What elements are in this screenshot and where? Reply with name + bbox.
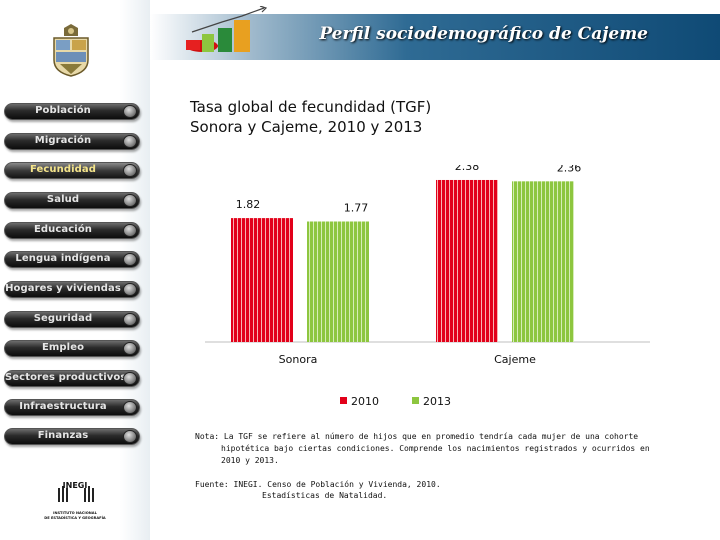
nav-label: Seguridad [33, 313, 93, 324]
nav-knob-icon [123, 283, 137, 296]
nav-label: Salud [46, 194, 80, 205]
nav-button-educacion[interactable]: Educación [4, 222, 140, 239]
inegi-logo: INEGI INSTITUTO NACIONAL DE ESTADÍSTICA … [44, 481, 106, 520]
nav-knob-icon [123, 194, 137, 207]
sonora-crest-icon [53, 24, 89, 77]
nav-label: Infraestructura [19, 401, 107, 412]
nav-button-hogares-viviendas[interactable]: Hogares y viviendas [4, 281, 140, 298]
chart-note: Nota: La TGF se refiere al número de hij… [195, 431, 715, 467]
bar-cajeme-2010 [436, 179, 498, 342]
nav-knob-icon [123, 313, 137, 326]
legend-swatch-2013 [412, 397, 419, 404]
nav-label: Población [35, 105, 91, 116]
nav-label: Educación [33, 224, 93, 235]
bar-sonora-2010 [231, 218, 293, 342]
nav-knob-icon [123, 401, 137, 414]
chart-title: Tasa global de fecundidad (TGF) Sonora y… [190, 97, 610, 137]
fertility-bar-chart: 1.82 1.77 2.38 2.36 Sonora Cajeme 2010 2013 [205, 165, 650, 408]
note-line-3: 2010 y 2013. [221, 456, 279, 465]
legend-swatch-2010 [340, 397, 347, 404]
bar-chart-logo-icon [186, 6, 268, 52]
chart-title-line-1: Tasa global de fecundidad (TGF) [190, 98, 432, 116]
source-line-2: Estadísticas de Natalidad. [262, 491, 388, 500]
nav-button-salud[interactable]: Salud [4, 192, 140, 209]
nav-knob-icon [123, 105, 137, 118]
legend-label-2013: 2013 [423, 395, 451, 408]
nav-label: Hogares y viviendas [5, 283, 121, 294]
nav-label: Empleo [41, 342, 85, 353]
inegi-logo-subtext-2: DE ESTADÍSTICA Y GEOGRAFÍA [44, 515, 106, 520]
data-label-cajeme-2013: 2.36 [557, 165, 582, 174]
nav-knob-icon [123, 164, 137, 177]
note-line-1: Nota: La TGF se refiere al número de hij… [195, 432, 639, 441]
inegi-logo-text: INEGI [63, 481, 88, 490]
header-title: Perfil sociodemográfico de Cajeme [319, 24, 648, 44]
category-label-sonora: Sonora [279, 353, 318, 366]
nav-button-seguridad[interactable]: Seguridad [4, 311, 140, 328]
data-label-sonora-2010: 1.82 [236, 198, 261, 211]
nav-label: Migración [34, 135, 92, 146]
chart-title-line-2: Sonora y Cajeme, 2010 y 2013 [190, 118, 423, 136]
nav-button-finanzas[interactable]: Finanzas [4, 428, 140, 445]
bar-cajeme-2013 [512, 181, 574, 342]
inegi-logo-subtext-1: INSTITUTO NACIONAL [53, 511, 97, 515]
nav-button-fecundidad[interactable]: Fecundidad [4, 162, 140, 179]
nav-button-sectores-productivos[interactable]: Sectores productivos [4, 370, 140, 387]
nav-knob-icon [123, 253, 137, 266]
category-label-cajeme: Cajeme [494, 353, 536, 366]
nav-knob-icon [123, 430, 137, 443]
data-label-cajeme-2010: 2.38 [455, 165, 480, 173]
nav-knob-icon [123, 135, 137, 148]
nav-knob-icon [123, 342, 137, 355]
nav-label: Fecundidad [29, 164, 97, 175]
nav-button-migracion[interactable]: Migración [4, 133, 140, 150]
nav-button-lengua-indigena[interactable]: Lengua indígena [4, 251, 140, 268]
nav-label: Sectores productivos [5, 372, 127, 383]
source-line-1: Fuente: INEGI. Censo de Población y Vivi… [195, 480, 441, 489]
chart-source: Fuente: INEGI. Censo de Población y Vivi… [195, 479, 715, 501]
nav-button-poblacion[interactable]: Población [4, 103, 140, 120]
nav-label: Lengua indígena [15, 253, 111, 264]
nav-knob-icon [123, 224, 137, 237]
nav-knob-icon [123, 372, 137, 385]
note-line-2: hipotética bajo ciertas condiciones. Com… [221, 444, 650, 453]
sidebar: Población Migración Fecundidad Salud Edu… [0, 0, 150, 540]
nav-button-infraestructura[interactable]: Infraestructura [4, 399, 140, 416]
legend-label-2010: 2010 [351, 395, 379, 408]
bar-sonora-2013 [307, 221, 369, 342]
nav-label: Finanzas [37, 430, 89, 441]
nav-button-empleo[interactable]: Empleo [4, 340, 140, 357]
data-label-sonora-2013: 1.77 [344, 202, 369, 215]
